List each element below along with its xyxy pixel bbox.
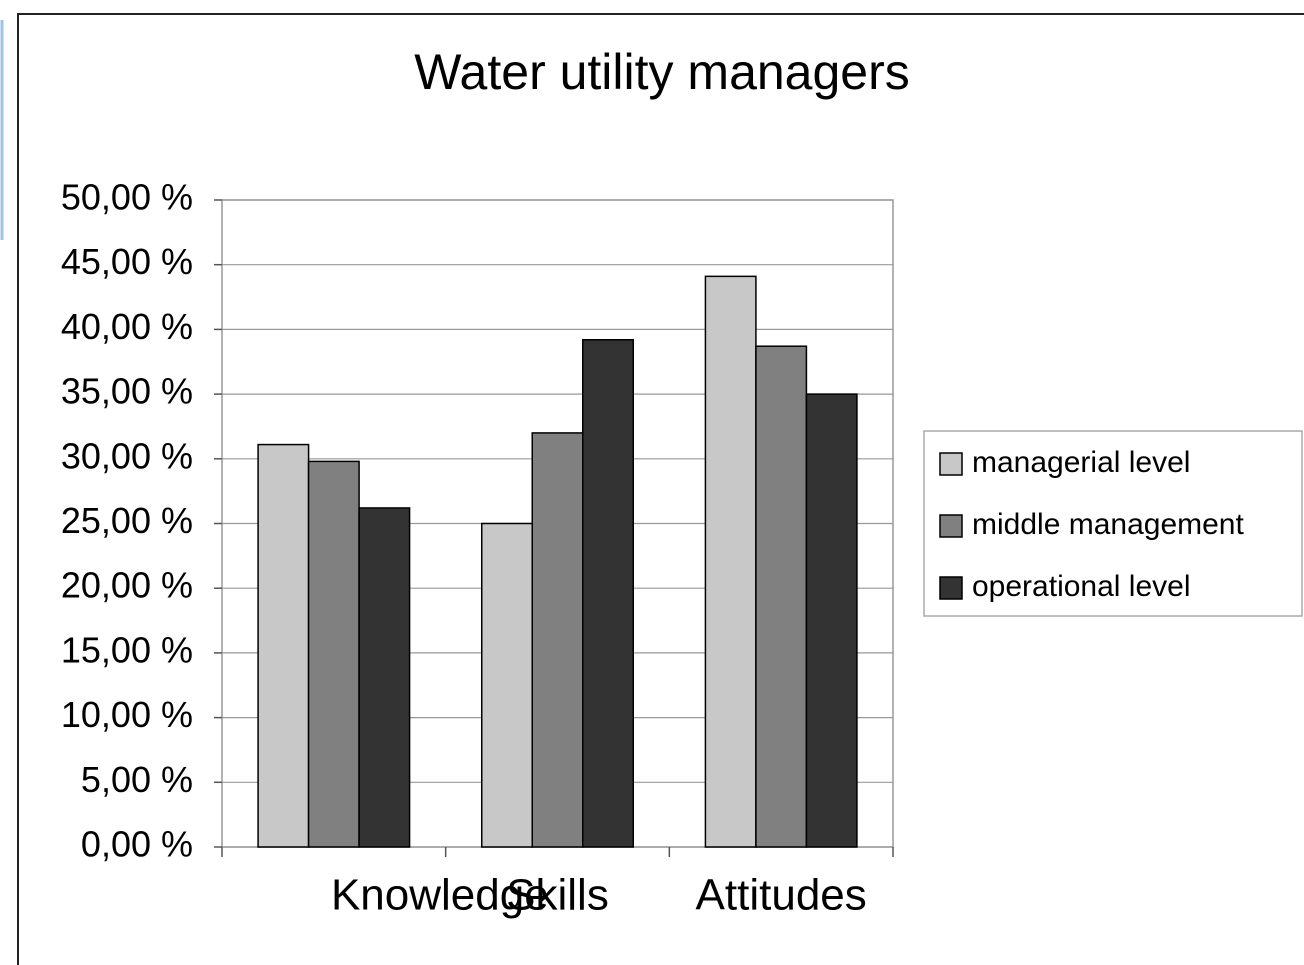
y-tick-label: 15,00 % xyxy=(61,629,193,670)
legend-swatch xyxy=(939,576,963,600)
x-tick-label: Knowledge xyxy=(331,871,549,920)
x-tick-label: Skills xyxy=(506,871,609,920)
bar xyxy=(582,339,634,848)
bar xyxy=(257,443,310,848)
y-tick-label: 50,00 % xyxy=(61,177,193,218)
y-tick-label: 25,00 % xyxy=(61,500,193,541)
y-tick-label: 45,00 % xyxy=(61,241,193,282)
y-tick-label: 20,00 % xyxy=(61,565,193,606)
y-tick-label: 30,00 % xyxy=(61,435,193,476)
legend-label: operational level xyxy=(972,570,1190,603)
bar xyxy=(481,522,533,848)
bar xyxy=(531,432,584,848)
legend-label: middle management xyxy=(972,508,1244,541)
bar xyxy=(358,507,411,848)
y-tick-label: 5,00 % xyxy=(81,759,193,800)
y-tick-label: 35,00 % xyxy=(61,371,193,412)
bar xyxy=(307,460,360,848)
y-tick-label: 0,00 % xyxy=(81,824,193,865)
y-tick-label: 10,00 % xyxy=(61,694,193,735)
y-tick-label: 40,00 % xyxy=(61,306,193,347)
chart-title: Water utility managers xyxy=(414,44,910,100)
bar xyxy=(805,393,858,848)
legend-box xyxy=(923,430,1303,617)
legend-label: managerial level xyxy=(972,446,1190,479)
bar xyxy=(704,275,757,848)
legend-swatch xyxy=(939,452,963,476)
legend-swatch xyxy=(939,514,963,538)
bar xyxy=(755,345,808,848)
x-tick-label: Attitudes xyxy=(696,871,867,920)
